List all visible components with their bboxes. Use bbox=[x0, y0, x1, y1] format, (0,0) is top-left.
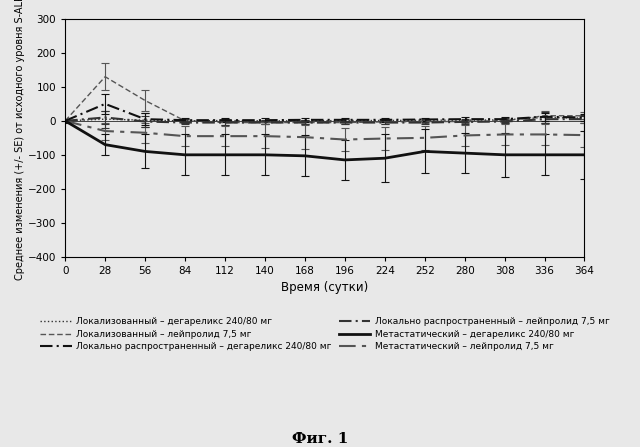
Legend: Локализованный – дегареликс 240/80 мг, Локализованный – лейпролид 7,5 мг, Локаль: Локализованный – дегареликс 240/80 мг, Л… bbox=[36, 313, 613, 355]
X-axis label: Время (сутки): Время (сутки) bbox=[281, 281, 369, 294]
Y-axis label: Среднее изменения (+/- SE) от исходного уровня S-ALP: Среднее изменения (+/- SE) от исходного … bbox=[15, 0, 25, 280]
Text: Фиг. 1: Фиг. 1 bbox=[292, 431, 348, 446]
